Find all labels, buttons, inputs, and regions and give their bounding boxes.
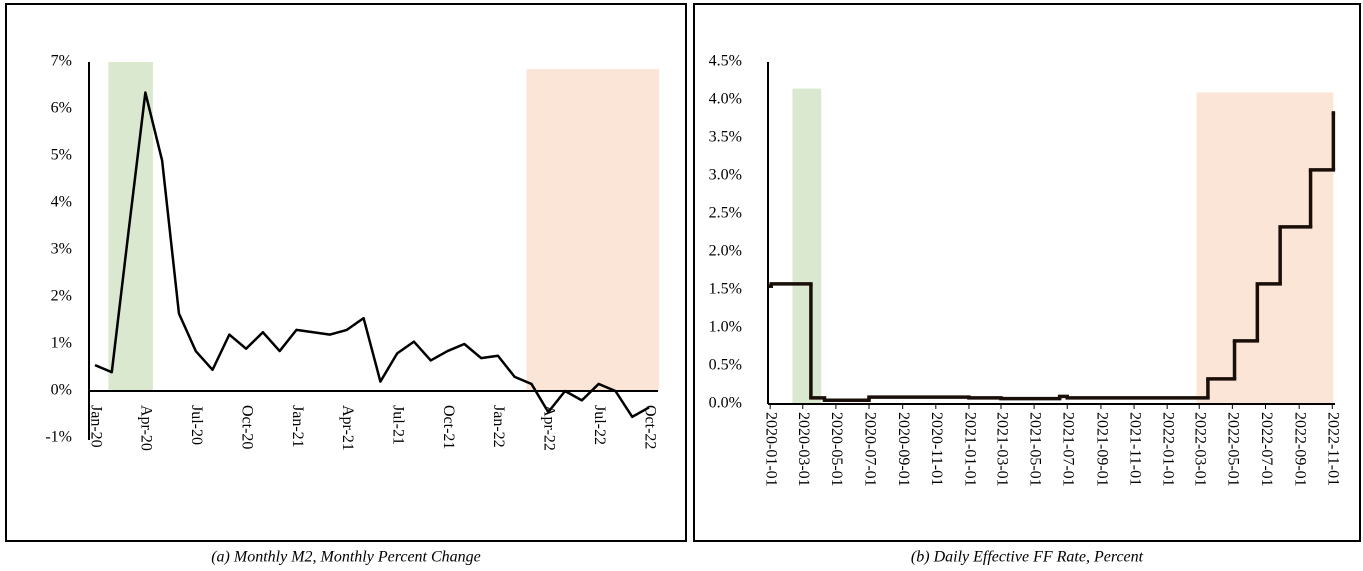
x-tick-label: Jul-21 xyxy=(390,405,407,445)
panel-frame xyxy=(5,3,687,542)
shaded-region xyxy=(792,88,822,404)
y-tick-label: 7% xyxy=(51,53,72,70)
y-tick-label: 3.0% xyxy=(709,167,742,184)
x-tick-label: 2022-01-01 xyxy=(1160,412,1177,487)
x-tick-label: Oct-20 xyxy=(238,405,255,449)
y-tick-label: 1.5% xyxy=(709,281,742,298)
x-tick-label: 2020-07-01 xyxy=(861,412,878,487)
x-tick-label: Jan-22 xyxy=(490,405,507,448)
y-tick-label: 4.5% xyxy=(709,53,742,70)
y-tick-label: 6% xyxy=(51,100,72,117)
y-tick-label: 3% xyxy=(51,241,72,258)
x-tick-label: 2022-07-01 xyxy=(1258,412,1275,487)
x-tick-label: 2020-09-01 xyxy=(895,412,912,487)
y-tick-label: 2% xyxy=(51,288,72,305)
y-tick-label: 1% xyxy=(51,335,72,352)
y-tick-label: 4.0% xyxy=(709,91,742,108)
y-tick-label: 2.0% xyxy=(709,243,742,260)
x-tick-label: 2020-11-01 xyxy=(928,412,945,486)
x-tick-label: 2021-11-01 xyxy=(1126,412,1143,486)
panel-frame xyxy=(693,3,1361,542)
x-tick-label: 2020-03-01 xyxy=(795,412,812,487)
x-tick-label: 2021-05-01 xyxy=(1026,412,1043,487)
y-tick-label: 5% xyxy=(51,147,72,164)
y-tick-label: 0.0% xyxy=(709,395,742,412)
x-tick-label: Jan-21 xyxy=(289,405,306,448)
x-tick-label: Jan-20 xyxy=(87,405,104,448)
x-tick-label: Oct-21 xyxy=(440,405,457,449)
y-tick-label: 0.5% xyxy=(709,357,742,374)
data-line xyxy=(94,91,650,419)
x-tick-label: 2022-03-01 xyxy=(1192,412,1209,487)
x-tick-label: 2021-03-01 xyxy=(993,412,1010,487)
x-tick-label: Jul-22 xyxy=(591,405,608,445)
y-tick-label: 3.5% xyxy=(709,129,742,146)
x-tick-label: 2020-01-01 xyxy=(763,412,780,487)
x-tick-label: Oct-22 xyxy=(641,405,658,449)
x-tick-label: Apr-20 xyxy=(138,405,155,451)
x-tick-label: 2021-07-01 xyxy=(1060,412,1077,487)
x-tick-label: 2022-05-01 xyxy=(1225,412,1242,487)
x-tick-label: Jul-20 xyxy=(188,405,205,445)
y-tick-label: 4% xyxy=(51,194,72,211)
shaded-region xyxy=(526,69,660,392)
x-tick-label: 2021-01-01 xyxy=(961,412,978,487)
shaded-region xyxy=(1196,92,1334,405)
x-tick-label: 2022-11-01 xyxy=(1325,412,1342,486)
x-tick-label: 2022-09-01 xyxy=(1291,412,1308,487)
x-tick-label: Apr-22 xyxy=(541,405,558,451)
y-tick-label: 2.5% xyxy=(709,205,742,222)
x-tick-label: Apr-21 xyxy=(339,405,356,451)
y-tick-label: 1.0% xyxy=(709,319,742,336)
caption: (a) Monthly M2, Monthly Percent Change xyxy=(211,549,481,566)
y-tick-label: -1% xyxy=(45,429,72,446)
x-tick-label: 2021-09-01 xyxy=(1093,412,1110,487)
y-tick-label: 0% xyxy=(51,382,72,399)
x-tick-label: 2020-05-01 xyxy=(828,412,845,487)
caption: (b) Daily Effective FF Rate, Percent xyxy=(911,549,1144,566)
